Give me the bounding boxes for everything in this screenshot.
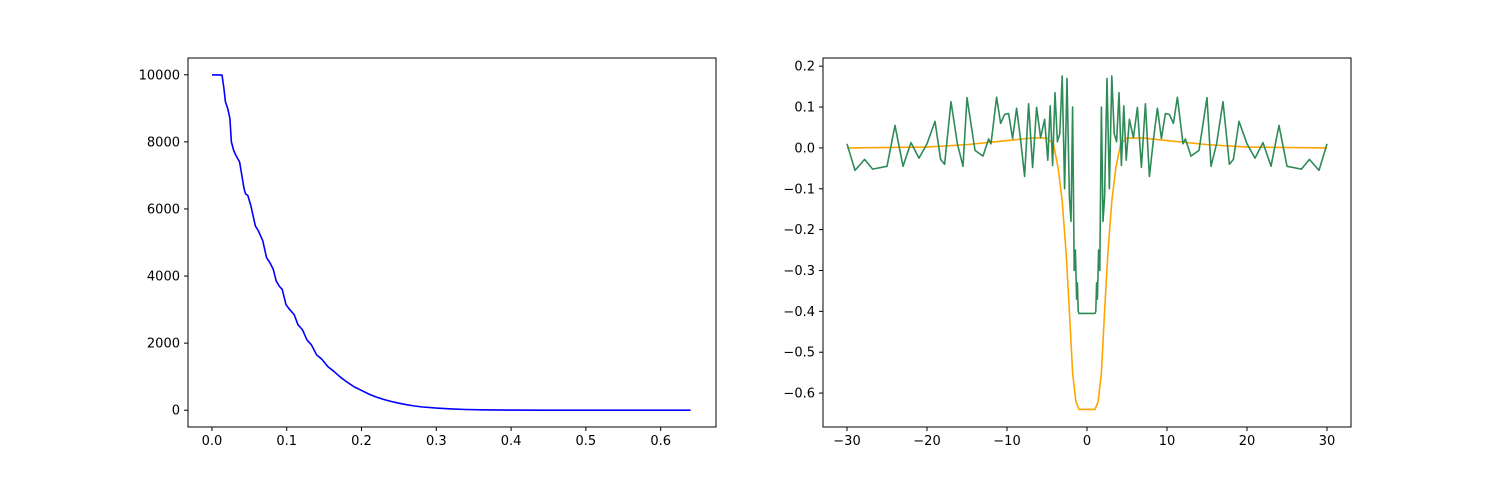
left-plot-series-decay — [211, 73, 691, 412]
left-plot-ytick-label: 8000 — [147, 135, 180, 150]
left-plot-ticks: 0.0 0.1 0.2 0.3 0.4 0.5 0.6 0 2000 4000 6000 8000 10… — [139, 68, 671, 449]
left-plot-ytick-label: 2000 — [147, 337, 180, 352]
right-plot-series — [846, 75, 1328, 411]
right-plot-ytick-label: −0.1 — [783, 182, 815, 197]
left-plot: 0.0 0.1 0.2 0.3 0.4 0.5 0.6 0 2000 4000 6000 8000 10… — [139, 57, 717, 449]
right-plot-ytick-label: −0.6 — [783, 387, 815, 402]
right-plot: −30 −20 −10 0 10 20 30 0.2 0.1 0.0 −0.1 −0.2 −0.3 −0.… — [783, 57, 1352, 449]
left-plot-series — [211, 73, 691, 412]
left-plot-frame — [187, 57, 717, 428]
right-plot-ytick-label: 0.1 — [794, 101, 815, 116]
right-plot-ytick-label: 0.0 — [794, 141, 815, 156]
right-plot-ytick-label: −0.4 — [783, 305, 815, 320]
right-plot-xtick-label: −30 — [833, 434, 860, 449]
right-plot-xtick-label: 20 — [1239, 434, 1256, 449]
right-plot-series-noisy — [846, 75, 1328, 315]
right-plot-ytick-label: −0.3 — [783, 264, 815, 279]
left-plot-ytick-label: 6000 — [147, 202, 180, 217]
left-plot-xtick-label: 0.2 — [351, 434, 372, 449]
right-plot-xtick-label: 30 — [1319, 434, 1336, 449]
left-plot-xtick-label: 0.1 — [276, 434, 297, 449]
right-plot-xtick-label: −10 — [993, 434, 1020, 449]
right-plot-ytick-label: 0.2 — [794, 60, 815, 75]
right-plot-ytick-label: −0.2 — [783, 223, 815, 238]
right-plot-ytick-label: −0.5 — [783, 346, 815, 361]
left-plot-xtick-label: 0.6 — [650, 434, 671, 449]
right-plot-series-smooth — [846, 137, 1328, 411]
left-plot-ytick-label: 0 — [172, 404, 180, 419]
left-plot-ytick-label: 10000 — [139, 68, 180, 83]
right-plot-ticks: −30 −20 −10 0 10 20 30 0.2 0.1 0.0 −0.1 −0.2 −0.3 −0.… — [783, 60, 1335, 449]
left-plot-xtick-label: 0.5 — [576, 434, 597, 449]
left-plot-xtick-label: 0.4 — [501, 434, 522, 449]
right-plot-xtick-label: 10 — [1159, 434, 1176, 449]
left-plot-xtick-label: 0.3 — [426, 434, 447, 449]
right-plot-xtick-label: 0 — [1083, 434, 1091, 449]
right-plot-xtick-label: −20 — [913, 434, 940, 449]
left-plot-xtick-label: 0.0 — [202, 434, 223, 449]
left-plot-ytick-label: 4000 — [147, 270, 180, 285]
